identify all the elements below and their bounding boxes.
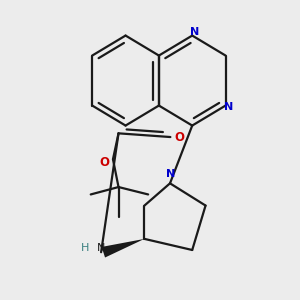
Text: N: N (190, 27, 199, 37)
Polygon shape (102, 239, 144, 257)
Text: N: N (167, 169, 176, 179)
Text: O: O (174, 130, 184, 143)
Text: N: N (97, 243, 105, 253)
Text: O: O (99, 156, 109, 169)
Text: N: N (224, 102, 233, 112)
Text: H: H (81, 243, 90, 253)
